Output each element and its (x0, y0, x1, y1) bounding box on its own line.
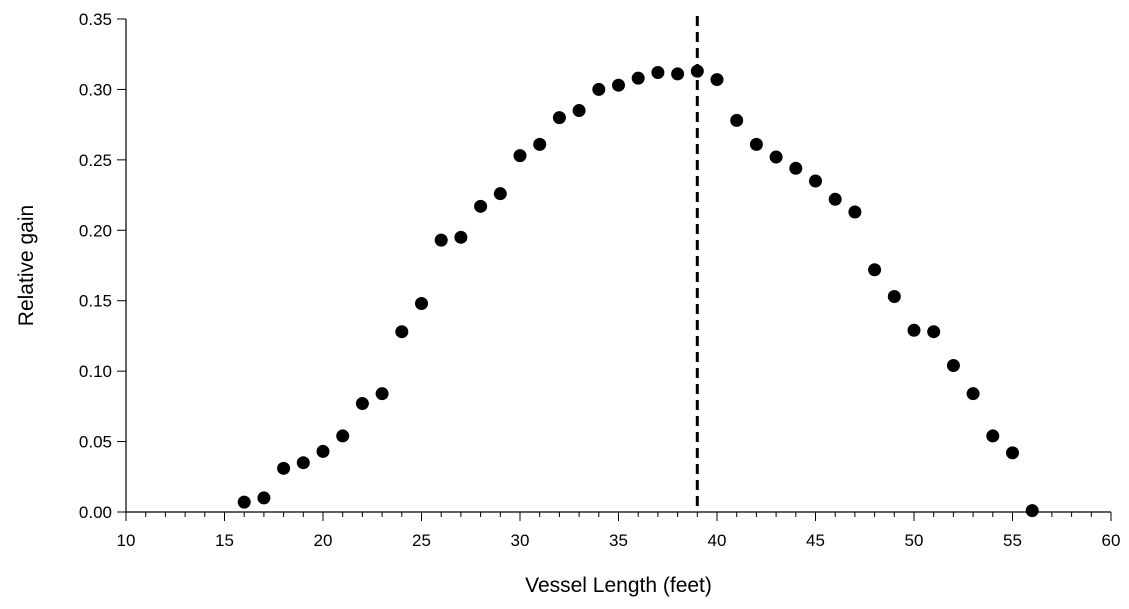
y-tick-label: 0.05 (79, 433, 112, 452)
data-point (375, 387, 389, 401)
data-point (927, 325, 941, 339)
data-point (848, 205, 862, 219)
x-axis-title: Vessel Length (feet) (525, 574, 712, 597)
x-tick-label: 20 (314, 531, 333, 550)
y-tick-label: 0.15 (79, 292, 112, 311)
x-tick-label: 35 (609, 531, 628, 550)
data-point (355, 397, 369, 411)
x-tick-label: 10 (117, 531, 136, 550)
y-tick-label: 0.10 (79, 362, 112, 381)
data-point (986, 429, 1000, 443)
data-point (454, 230, 468, 244)
data-point (907, 323, 921, 337)
data-point (887, 289, 901, 303)
data-point (631, 71, 645, 85)
data-point (789, 161, 803, 175)
data-point (474, 199, 488, 213)
data-point (257, 491, 271, 505)
data-point (749, 137, 763, 151)
y-tick-label: 0.20 (79, 221, 112, 240)
data-point (1006, 446, 1019, 460)
data-point (730, 113, 744, 127)
data-point (651, 66, 665, 80)
data-point (710, 73, 724, 87)
data-point (237, 495, 251, 509)
data-point (1025, 504, 1039, 518)
data-point (434, 233, 448, 247)
data-point (277, 461, 291, 475)
data-points (237, 64, 1039, 518)
x-tick-label: 15 (215, 531, 234, 550)
x-tick-label: 25 (412, 531, 431, 550)
y-axis-title: Relative gain (15, 205, 38, 326)
data-point (966, 387, 980, 401)
data-point (296, 456, 310, 470)
data-point (533, 137, 547, 151)
x-tick-label: 50 (905, 531, 924, 550)
data-point (552, 111, 566, 125)
axes: 10 15 20 25 30 35 40 45 50 55 60 0.00 0.05 0.10 0.15 0.… (79, 10, 1121, 550)
data-point (946, 359, 960, 373)
y-tick-label: 0.25 (79, 151, 112, 170)
data-point (828, 192, 842, 206)
data-point (690, 64, 704, 78)
data-point (336, 429, 350, 443)
x-tick-label: 45 (806, 531, 825, 550)
y-tick-label: 0.30 (79, 80, 112, 99)
data-point (868, 263, 882, 277)
data-point (592, 82, 606, 96)
x-tick-label: 30 (511, 531, 530, 550)
data-point (769, 150, 783, 164)
data-point (809, 174, 822, 188)
x-tick-label: 60 (1102, 531, 1121, 550)
data-point (415, 297, 428, 311)
x-tick-label: 40 (708, 531, 727, 550)
y-tick-label: 0.00 (79, 503, 112, 522)
data-point (395, 325, 409, 339)
x-tick-label: 55 (1003, 531, 1022, 550)
data-point (493, 187, 507, 201)
data-point (572, 104, 586, 118)
data-point (612, 78, 625, 92)
data-point (513, 149, 527, 163)
data-point (316, 444, 330, 458)
y-tick-label: 0.35 (79, 10, 112, 29)
data-point (671, 67, 685, 81)
